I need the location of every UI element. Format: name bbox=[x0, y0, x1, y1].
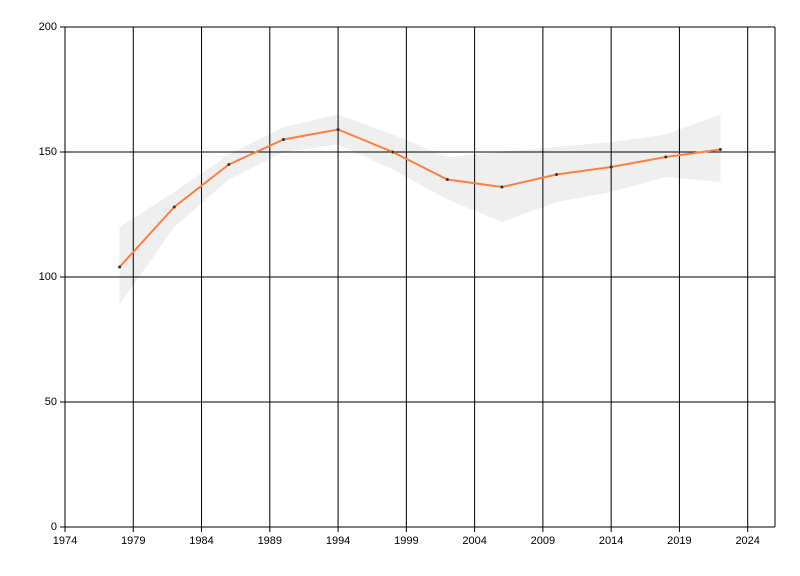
point bbox=[172, 205, 176, 209]
y-tick-label: 150 bbox=[39, 146, 57, 158]
x-tick-label: 1994 bbox=[326, 535, 350, 547]
point bbox=[227, 163, 231, 166]
point bbox=[500, 185, 504, 189]
point bbox=[336, 128, 340, 131]
x-tick-label: 1999 bbox=[394, 535, 418, 547]
x-tick-label: 1974 bbox=[53, 535, 77, 547]
point bbox=[718, 148, 722, 151]
x-tick-label: 2024 bbox=[735, 535, 759, 547]
x-tick-label: 1989 bbox=[258, 535, 282, 547]
confidence-band bbox=[119, 114, 721, 305]
point bbox=[555, 173, 559, 176]
y-tick-label: 50 bbox=[45, 396, 57, 408]
point bbox=[445, 178, 449, 181]
x-tick-label: 1984 bbox=[189, 535, 213, 547]
point bbox=[281, 138, 285, 141]
point bbox=[118, 265, 122, 269]
line bbox=[118, 128, 721, 268]
y-tick-label: 100 bbox=[39, 271, 57, 283]
point bbox=[609, 165, 613, 169]
x-tick-label: 1979 bbox=[121, 535, 145, 547]
y-tick-label: 0 bbox=[51, 521, 57, 533]
x-tick-label: 2019 bbox=[667, 535, 691, 547]
x-tick-label: 2014 bbox=[599, 535, 623, 547]
y-tick-label: 200 bbox=[39, 21, 57, 33]
point bbox=[664, 155, 668, 159]
x-tick-label: 2009 bbox=[531, 535, 555, 547]
x-tick-label: 2004 bbox=[462, 535, 486, 547]
point bbox=[391, 150, 395, 154]
